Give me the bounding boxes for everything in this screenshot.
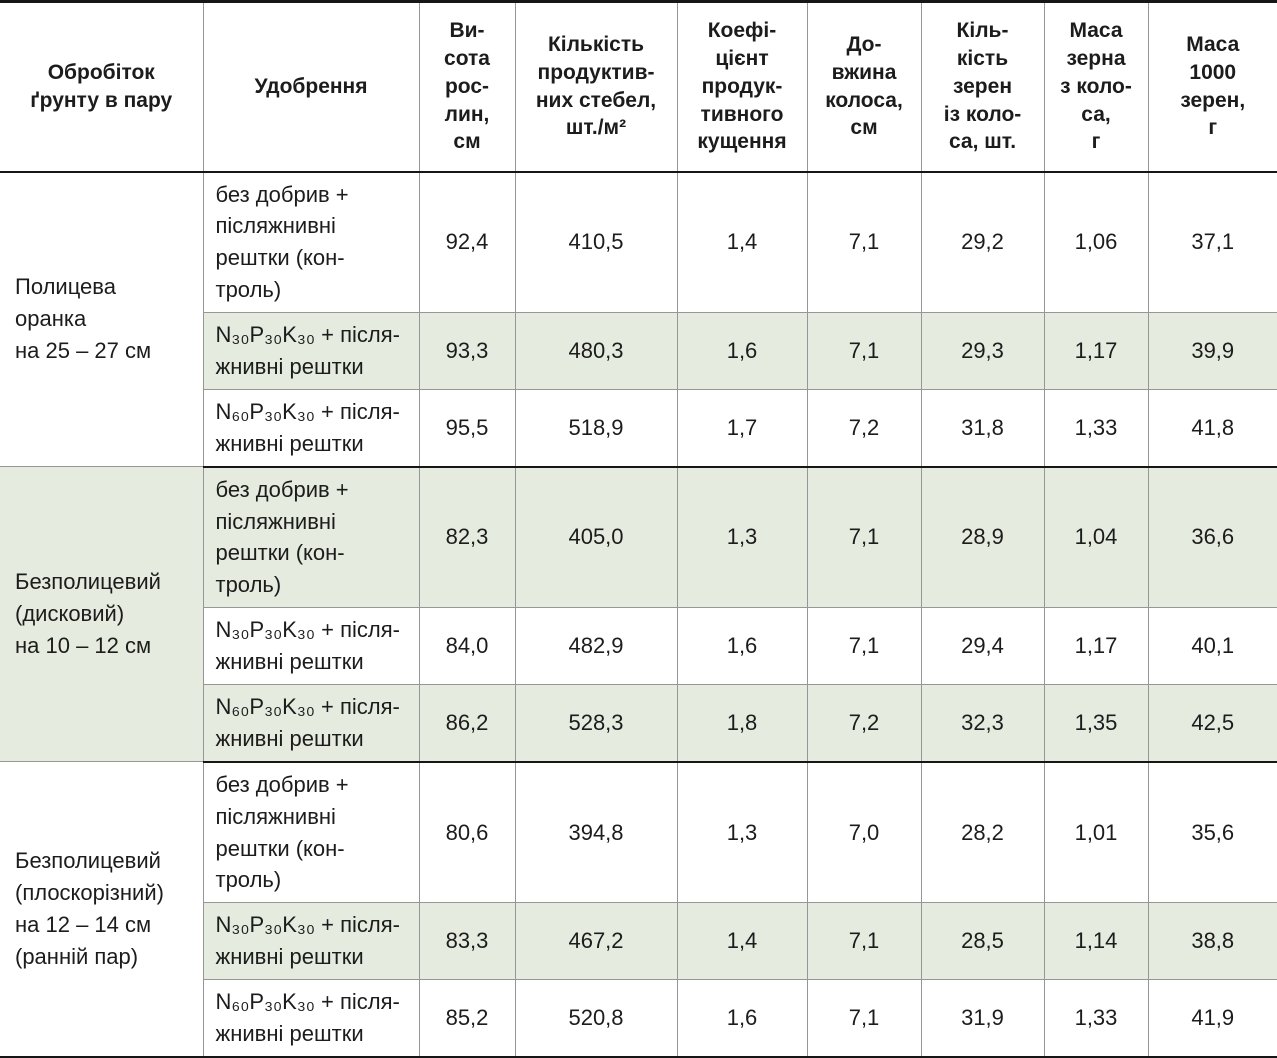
value-cell: 518,9: [515, 389, 678, 468]
value-cell: 29,4: [921, 607, 1045, 685]
value-cell: 41,8: [1148, 389, 1277, 468]
value-cell: 1,33: [1044, 389, 1149, 468]
group-cell-moldboard-plowing: Полицева оранка на 25 – 27 см: [0, 171, 204, 468]
value-cell: 1,17: [1044, 312, 1149, 390]
value-cell: 1,06: [1044, 171, 1149, 314]
col-header-1000-grain-weight: Маса 1000 зерен, г: [1148, 1, 1277, 173]
value-cell: 7,2: [807, 389, 922, 468]
value-cell: 405,0: [515, 466, 678, 609]
col-header-tillage: Обробіток ґрунту в пару: [0, 1, 204, 173]
value-cell: 7,1: [807, 466, 922, 609]
value-cell: 467,2: [515, 902, 678, 981]
value-cell: 1,4: [677, 171, 808, 314]
col-header-ear-length: До- вжина колоса, см: [807, 1, 922, 173]
value-cell: 84,0: [419, 607, 516, 685]
fertilizer-cell: N₃₀P₃₀K₃₀ + після- жнивні рештки: [203, 312, 420, 390]
value-cell: 95,5: [419, 389, 516, 468]
col-header-productive-stems: Кількість продуктив- них стебел, шт./м²: [515, 1, 678, 173]
value-cell: 1,3: [677, 466, 808, 609]
col-header-grain-weight-per-ear: Маса зерна з коло- са, г: [1044, 1, 1149, 173]
value-cell: 35,6: [1148, 761, 1277, 904]
value-cell: 1,3: [677, 761, 808, 904]
value-cell: 86,2: [419, 684, 516, 763]
header-row: Обробіток ґрунту в пару Удобрення Ви- со…: [0, 1, 1277, 173]
table-row: Безполицевий (дисковий) на 10 – 12 см бе…: [0, 466, 1277, 763]
value-cell: 82,3: [419, 466, 516, 609]
fertilizer-cell: N₆₀P₃₀K₃₀ + після- жнивні рештки: [203, 684, 420, 763]
value-cell: 1,04: [1044, 466, 1149, 609]
table-row: N₃₀P₃₀K₃₀ + після- жнивні рештки 84,0 48…: [0, 607, 1277, 685]
value-cell: 41,9: [1148, 979, 1277, 1058]
table-row: N₆₀P₃₀K₃₀ + після- жнивні рештки 86,2 52…: [0, 684, 1277, 763]
table-row: Безполицевий (плоскорізний) на 12 – 14 с…: [0, 761, 1277, 1058]
value-cell: 85,2: [419, 979, 516, 1058]
value-cell: 40,1: [1148, 607, 1277, 685]
group-cell-no-moldboard-disk: Безполицевий (дисковий) на 10 – 12 см: [0, 466, 204, 763]
fertilizer-cell: N₃₀P₃₀K₃₀ + після- жнивні рештки: [203, 902, 420, 981]
value-cell: 7,1: [807, 312, 922, 390]
value-cell: 31,8: [921, 389, 1045, 468]
value-cell: 1,17: [1044, 607, 1149, 685]
col-header-tillering-coefficient: Коефі- цієнт продук- тивного кущення: [677, 1, 808, 173]
value-cell: 528,3: [515, 684, 678, 763]
value-cell: 80,6: [419, 761, 516, 904]
fertilizer-cell: без добрив + післяжнивні рештки (кон- тр…: [203, 171, 420, 314]
col-header-fertilizer: Удобрення: [203, 1, 420, 173]
value-cell: 520,8: [515, 979, 678, 1058]
value-cell: 39,9: [1148, 312, 1277, 390]
fertilizer-cell: N₆₀P₃₀K₃₀ + після- жнивні рештки: [203, 979, 420, 1058]
value-cell: 7,1: [807, 902, 922, 981]
value-cell: 1,6: [677, 979, 808, 1058]
value-cell: 93,3: [419, 312, 516, 390]
value-cell: 482,9: [515, 607, 678, 685]
value-cell: 7,1: [807, 171, 922, 314]
value-cell: 31,9: [921, 979, 1045, 1058]
fertilizer-cell: N₃₀P₃₀K₃₀ + після- жнивні рештки: [203, 607, 420, 685]
value-cell: 1,14: [1044, 902, 1149, 981]
value-cell: 37,1: [1148, 171, 1277, 314]
value-cell: 1,6: [677, 312, 808, 390]
value-cell: 28,9: [921, 466, 1045, 609]
value-cell: 7,1: [807, 607, 922, 685]
table-row: Полицева оранка на 25 – 27 см без добрив…: [0, 171, 1277, 468]
value-cell: 83,3: [419, 902, 516, 981]
value-cell: 7,1: [807, 979, 922, 1058]
value-cell: 1,6: [677, 607, 808, 685]
value-cell: 1,01: [1044, 761, 1149, 904]
value-cell: 1,35: [1044, 684, 1149, 763]
value-cell: 29,3: [921, 312, 1045, 390]
table-row: N₃₀P₃₀K₃₀ + після- жнивні рештки 83,3 46…: [0, 902, 1277, 981]
col-header-grains-per-ear: Кіль- кість зерен із коло- са, шт.: [921, 1, 1045, 173]
table-row: N₃₀P₃₀K₃₀ + після- жнивні рештки 93,3 48…: [0, 312, 1277, 390]
value-cell: 36,6: [1148, 466, 1277, 609]
value-cell: 28,5: [921, 902, 1045, 981]
col-header-plant-height: Ви- сота рос- лин, см: [419, 1, 516, 173]
value-cell: 42,5: [1148, 684, 1277, 763]
value-cell: 7,0: [807, 761, 922, 904]
value-cell: 7,2: [807, 684, 922, 763]
value-cell: 394,8: [515, 761, 678, 904]
value-cell: 1,7: [677, 389, 808, 468]
value-cell: 1,4: [677, 902, 808, 981]
fertilizer-cell: без добрив + післяжнивні рештки (кон- тр…: [203, 761, 420, 904]
value-cell: 92,4: [419, 171, 516, 314]
table-row: N₆₀P₃₀K₃₀ + після- жнивні рештки 95,5 51…: [0, 389, 1277, 468]
group-cell-no-moldboard-flat-cut: Безполицевий (плоскорізний) на 12 – 14 с…: [0, 761, 204, 1058]
fertilizer-cell: без добрив + післяжнивні рештки (кон- тр…: [203, 466, 420, 609]
value-cell: 410,5: [515, 171, 678, 314]
value-cell: 32,3: [921, 684, 1045, 763]
value-cell: 480,3: [515, 312, 678, 390]
value-cell: 1,33: [1044, 979, 1149, 1058]
value-cell: 29,2: [921, 171, 1045, 314]
value-cell: 28,2: [921, 761, 1045, 904]
fertilizer-cell: N₆₀P₃₀K₃₀ + після- жнивні рештки: [203, 389, 420, 468]
value-cell: 38,8: [1148, 902, 1277, 981]
value-cell: 1,8: [677, 684, 808, 763]
